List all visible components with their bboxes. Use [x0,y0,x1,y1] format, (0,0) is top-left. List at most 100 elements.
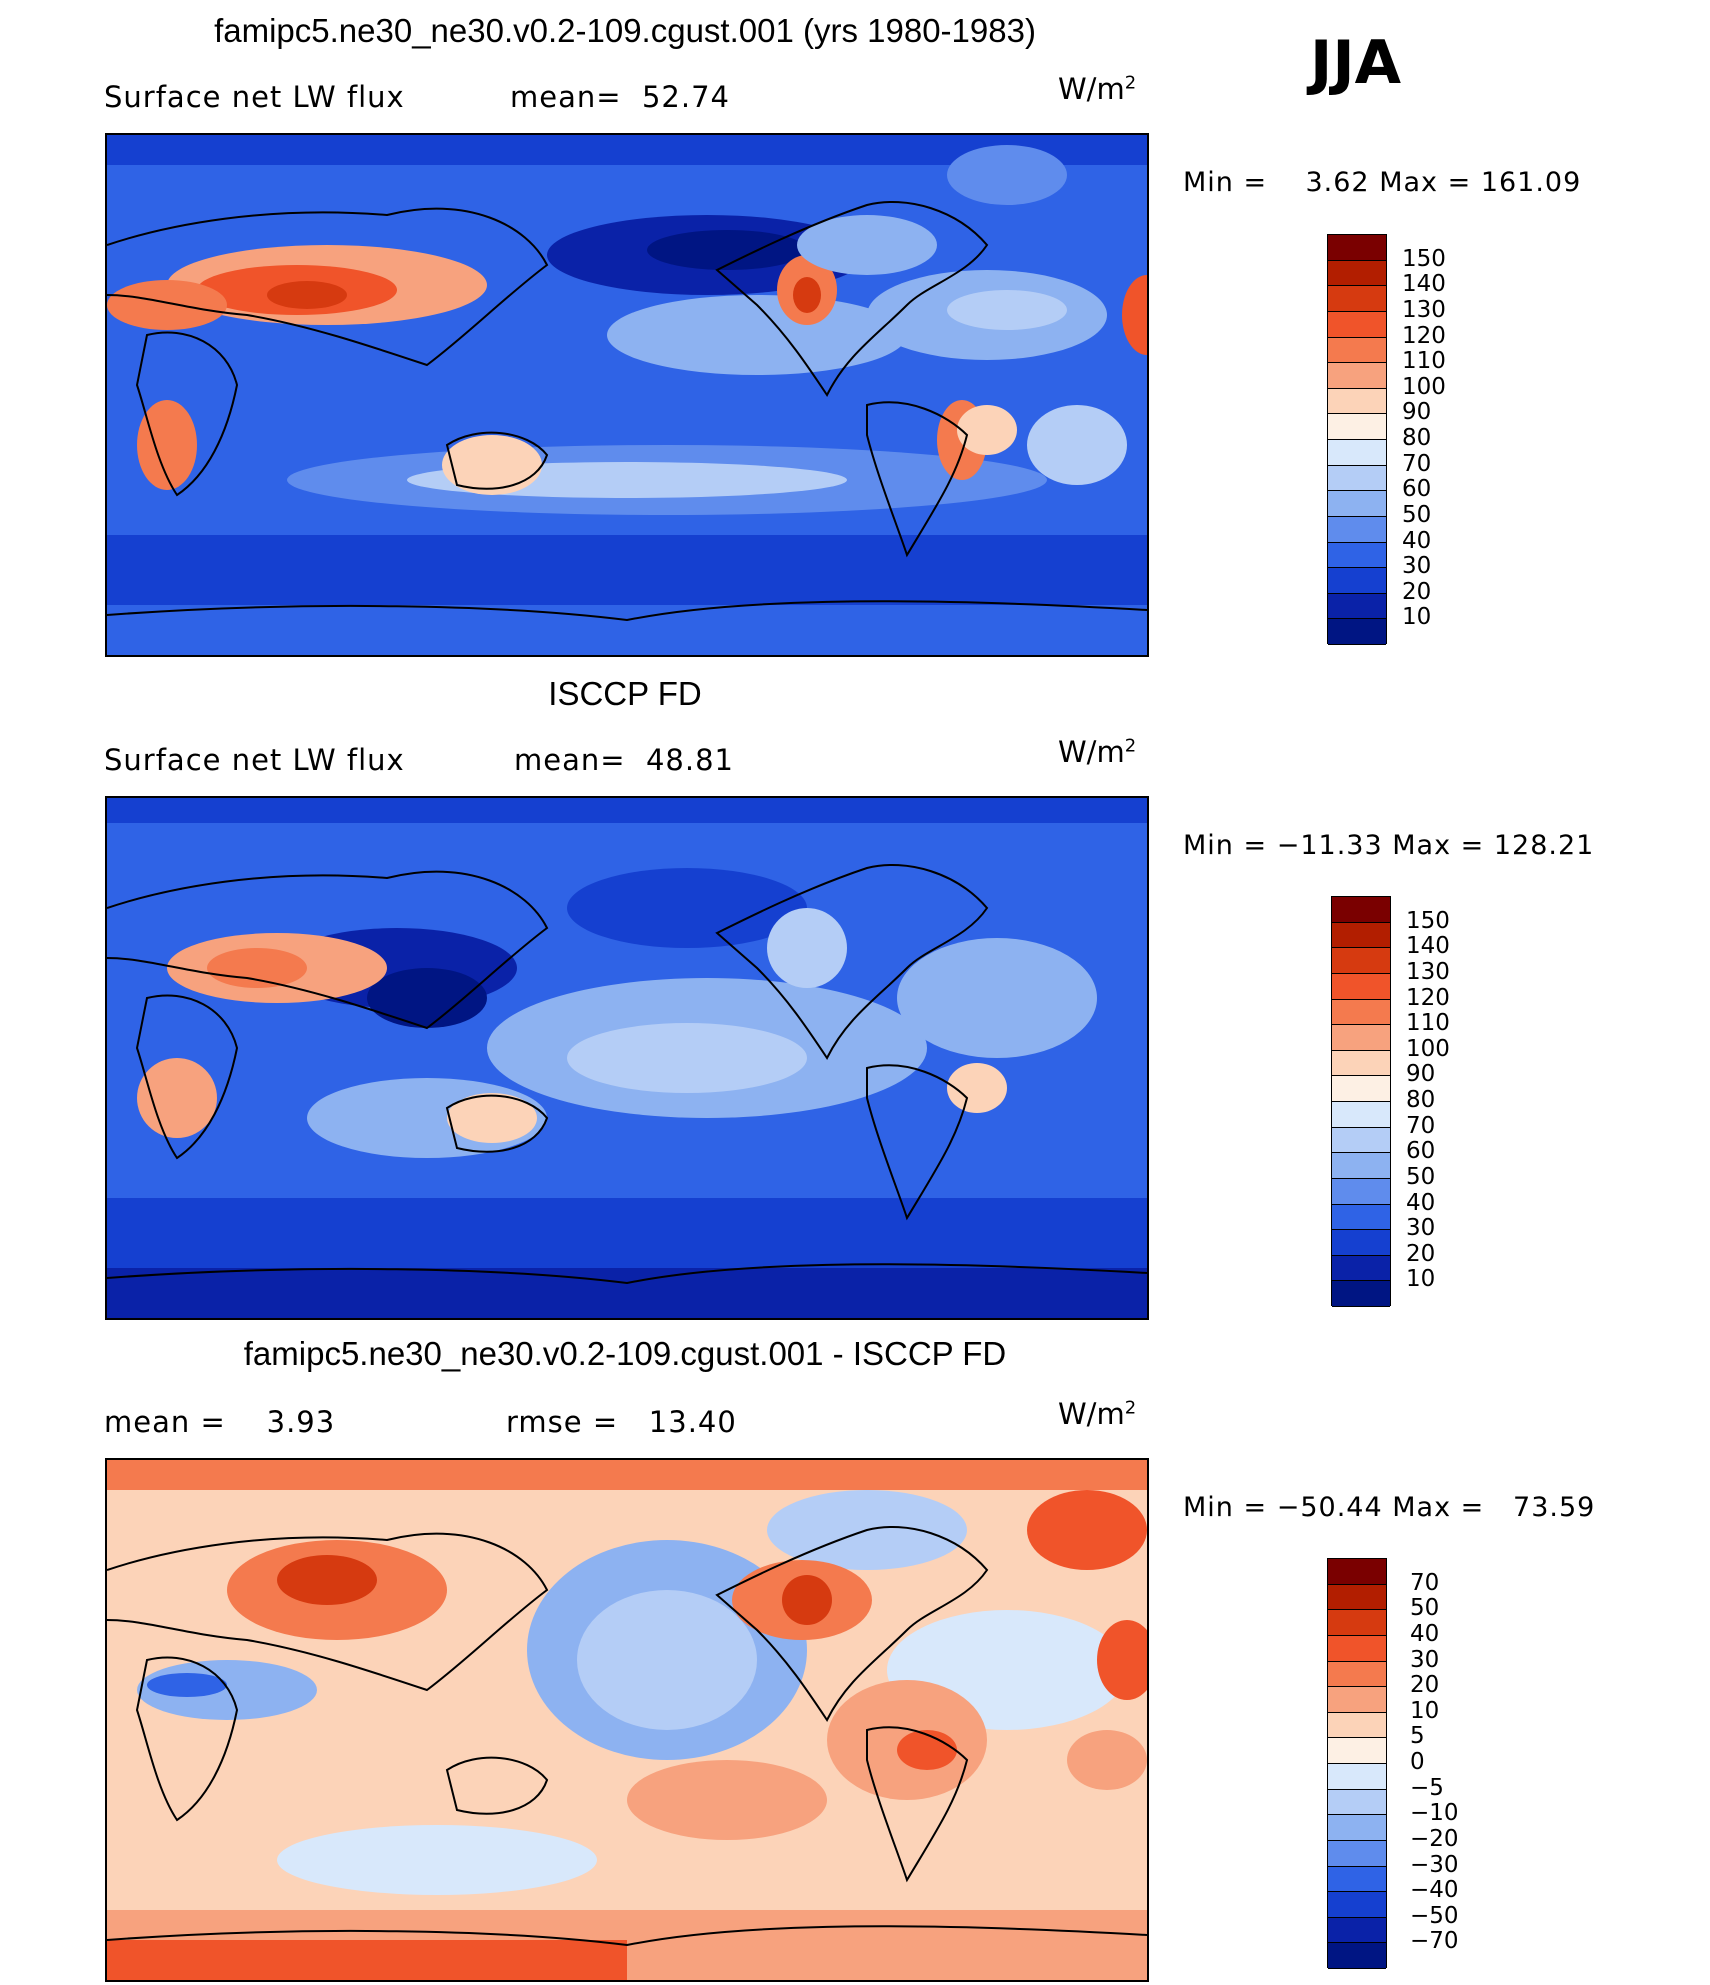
colorbar-segment [1328,1635,1386,1662]
panel2-units: W/m2 [1058,735,1137,769]
colorbar-tick-label: 90 [1402,399,1432,426]
panel1-variable-label: Surface net LW flux [104,80,405,114]
colorbar-segment [1328,1943,1386,1969]
panel1-title: famipc5.ne30_ne30.v0.2-109.cgust.001 (yr… [214,12,1036,49]
colorbar-segment [1328,311,1386,338]
colorbar-tick-label: 30 [1410,1646,1440,1673]
colorbar-tick-label: 60 [1406,1138,1436,1165]
colorbar-segment [1328,491,1386,517]
colorbar-segment [1328,568,1386,594]
colorbar-segment [1328,1584,1386,1611]
colorbar-tick-label: 80 [1402,425,1432,451]
panel3-units: W/m2 [1058,1397,1137,1431]
colorbar-segment [1328,516,1386,543]
colorbar-segment [1328,1712,1386,1739]
colorbar-tick-label: −50 [1410,1902,1459,1929]
panel2-colorbar [1331,896,1391,1307]
colorbar-segment [1328,1738,1386,1764]
panel3-rmse-label: rmse = 13.40 [506,1405,737,1439]
colorbar-tick-label: 0 [1410,1749,1425,1775]
colorbar-segment [1328,619,1386,645]
panel1-mean-label: mean= 52.74 [510,80,731,114]
colorbar-segment [1328,1840,1386,1867]
colorbar-tick-label: 100 [1402,373,1446,400]
panel1-map [105,133,1149,657]
colorbar-tick-label: 90 [1406,1061,1436,1088]
colorbar-segment [1332,1076,1390,1102]
colorbar-segment [1328,542,1386,569]
panel2-mean-label: mean= 48.81 [514,743,735,777]
colorbar-segment [1332,948,1390,974]
colorbar-segment [1328,1892,1386,1918]
colorbar-segment [1332,1178,1390,1205]
colorbar-tick-label: 30 [1402,553,1432,580]
colorbar-segment [1328,1687,1386,1713]
colorbar-tick-label: 140 [1406,933,1450,960]
colorbar-tick-label: 40 [1406,1189,1436,1216]
panel2-title: ISCCP FD [548,675,702,712]
colorbar-segment [1332,897,1390,923]
colorbar-tick-label: 50 [1410,1595,1440,1622]
colorbar-segment [1328,388,1386,415]
colorbar-tick-label: 150 [1406,907,1450,934]
colorbar-tick-label: 50 [1406,1163,1436,1190]
colorbar-tick-label: 20 [1402,578,1432,605]
colorbar-segment [1332,1255,1390,1282]
season-label: JJA [1310,28,1402,98]
colorbar-tick-label: 110 [1406,1010,1450,1037]
colorbar-tick-label: 5 [1410,1723,1425,1750]
colorbar-segment [1328,414,1386,440]
panel3-map [105,1458,1149,1982]
panel1-units: W/m2 [1058,72,1137,106]
colorbar-segment [1332,1025,1390,1051]
colorbar-tick-label: 10 [1402,604,1432,631]
panel2-minmax: Min = −11.33 Max = 128.21 [1183,830,1595,861]
colorbar-tick-label: 120 [1406,984,1450,1011]
colorbar-tick-label: 40 [1402,527,1432,554]
colorbar-tick-label: −10 [1410,1800,1459,1827]
colorbar-tick-label: 70 [1406,1112,1436,1139]
colorbar-tick-label: 130 [1402,296,1446,323]
colorbar-segment [1328,1559,1386,1585]
colorbar-tick-label: 60 [1402,476,1432,503]
colorbar-segment [1328,1866,1386,1893]
colorbar-segment [1328,1815,1386,1841]
colorbar-segment [1328,1661,1386,1688]
colorbar-segment [1332,1281,1390,1307]
colorbar-segment [1328,260,1386,287]
colorbar-tick-label: 20 [1410,1672,1440,1699]
colorbar-segment [1328,1789,1386,1816]
colorbar-tick-label: 70 [1402,450,1432,477]
colorbar-segment [1328,1764,1386,1790]
colorbar-segment [1328,337,1386,364]
colorbar-tick-label: 70 [1410,1569,1440,1596]
colorbar-segment [1328,465,1386,492]
colorbar-tick-label: 150 [1402,245,1446,272]
colorbar-tick-label: 100 [1406,1035,1450,1062]
colorbar-segment [1332,999,1390,1026]
colorbar-tick-label: 50 [1402,501,1432,528]
panel1-minmax: Min = 3.62 Max = 161.09 [1183,167,1582,198]
panel3-mean-label: mean = 3.93 [104,1405,336,1439]
colorbar-tick-label: −70 [1410,1928,1459,1955]
colorbar-tick-label: −40 [1410,1877,1459,1904]
colorbar-tick-label: 120 [1402,322,1446,349]
colorbar-segment [1328,1610,1386,1636]
colorbar-tick-label: 140 [1402,271,1446,298]
panel1-colorbar [1327,234,1387,645]
colorbar-segment [1332,1102,1390,1128]
colorbar-segment [1328,363,1386,389]
panel3-colorbar [1327,1558,1387,1969]
colorbar-tick-label: 80 [1406,1087,1436,1113]
panel3-minmax: Min = −50.44 Max = 73.59 [1183,1492,1596,1523]
colorbar-segment [1328,440,1386,466]
colorbar-segment [1332,1153,1390,1179]
colorbar-tick-label: −30 [1410,1851,1459,1878]
panel3-title: famipc5.ne30_ne30.v0.2-109.cgust.001 - I… [243,1335,1007,1372]
colorbar-segment [1332,1050,1390,1077]
colorbar-segment [1328,235,1386,261]
colorbar-tick-label: 40 [1410,1620,1440,1647]
colorbar-segment [1332,922,1390,949]
colorbar-segment [1328,286,1386,312]
colorbar-tick-label: 10 [1406,1266,1436,1293]
